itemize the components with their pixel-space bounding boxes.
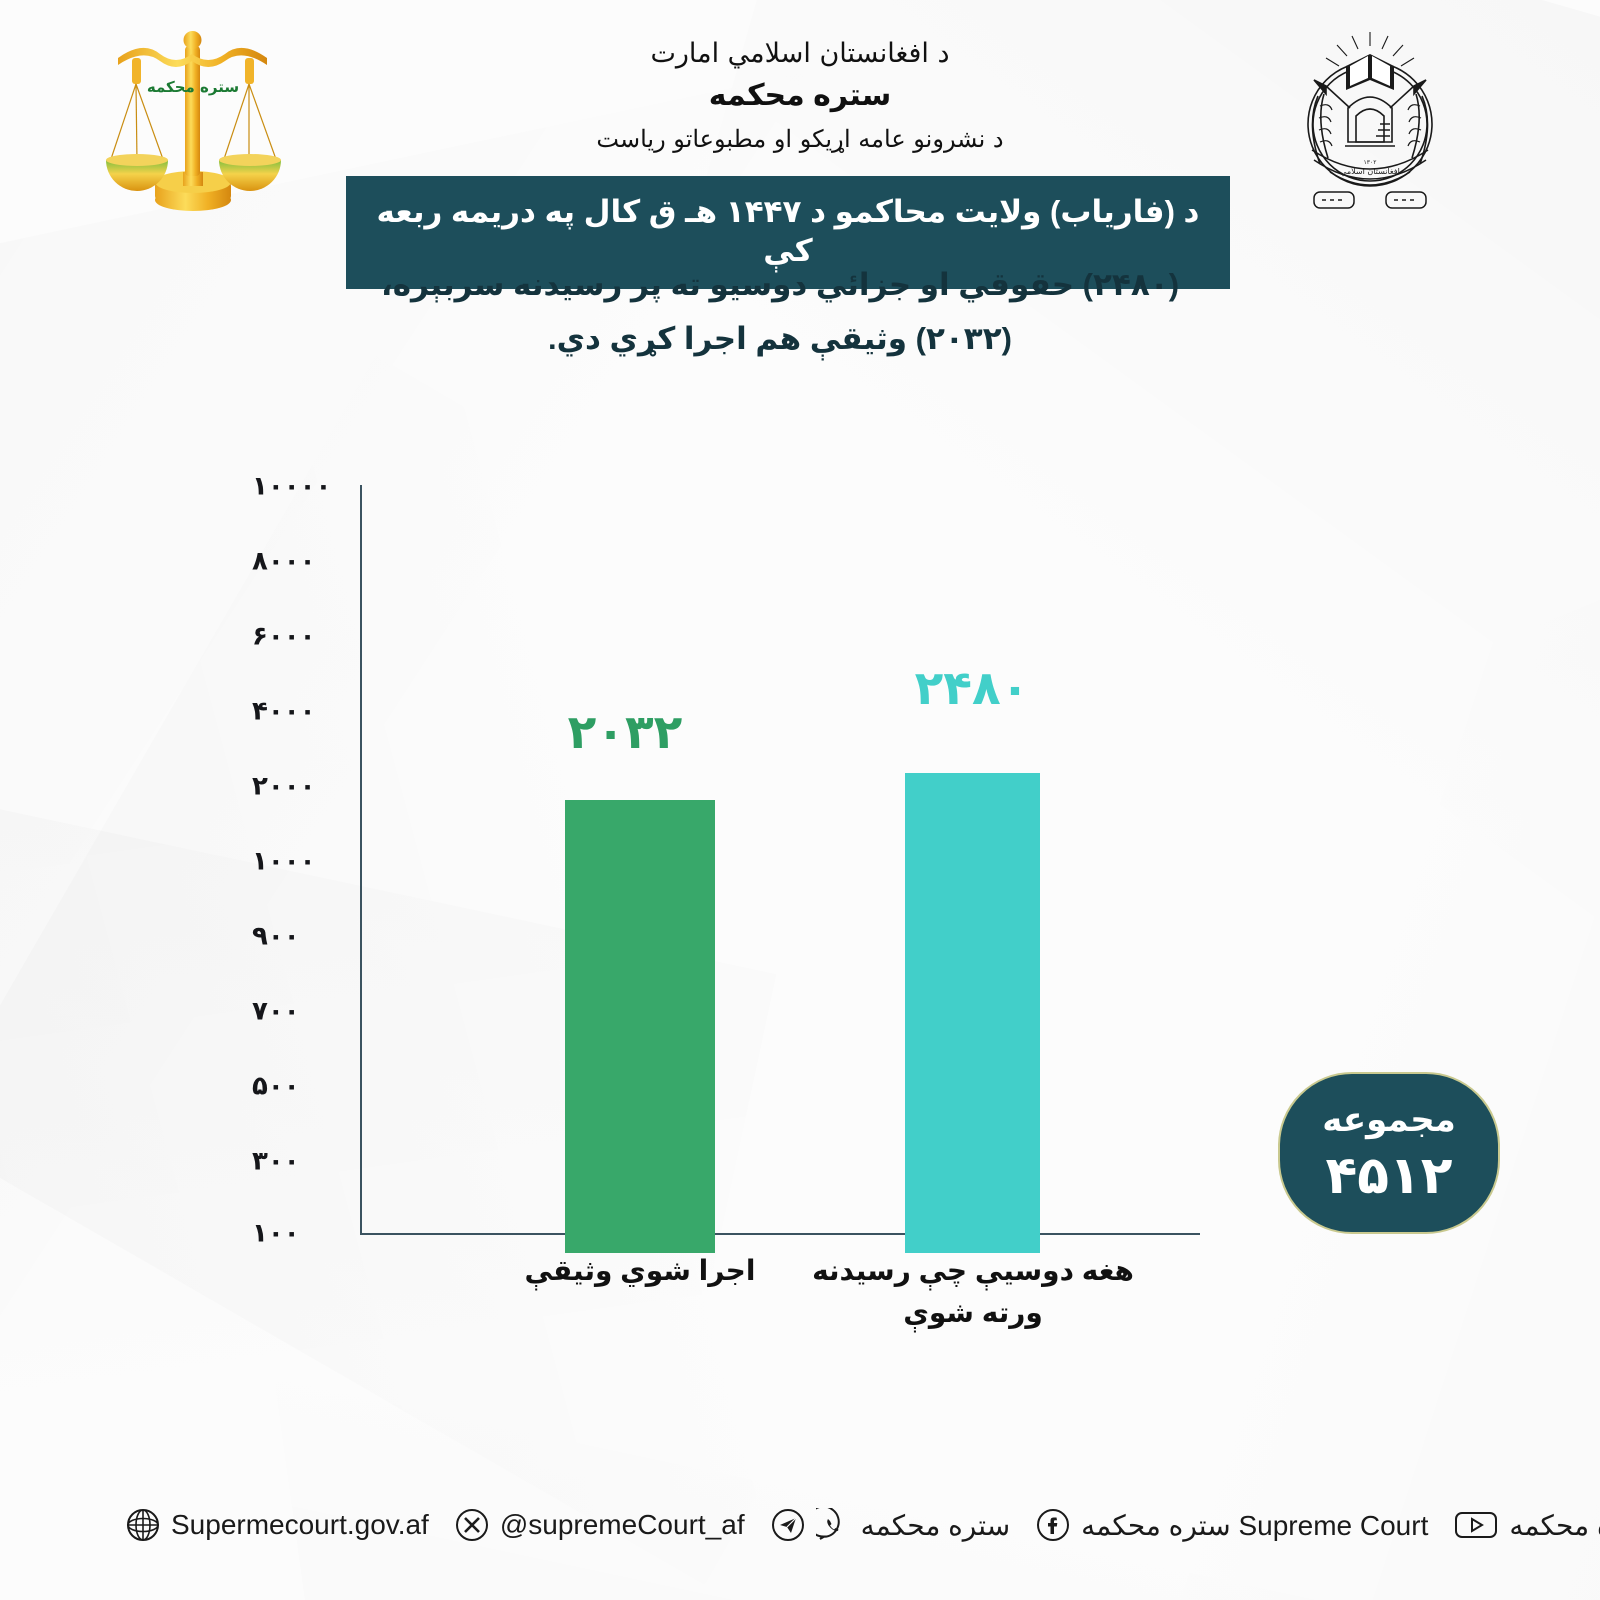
footer-item-facebook[interactable]: ستره محکمه Supreme Court	[1036, 1508, 1428, 1542]
bar-series-1	[565, 800, 715, 1253]
total-badge: مجموعه ۴۵۱۲	[1278, 1072, 1500, 1234]
footer-item-twitter[interactable]: @supremeCourt_af	[455, 1508, 745, 1542]
header-line-country: د افغانستان اسلامي امارت	[650, 38, 950, 69]
youtube-icon	[1455, 1512, 1498, 1538]
y-axis-tick-label: ۱۰۰۰۰	[252, 470, 332, 501]
bar-value-label-2: ۲۴۸۰	[914, 661, 1030, 714]
scales-of-justice-logo: ستره محکمه	[106, 31, 281, 211]
y-axis-tick-label: ۸۰۰۰	[252, 545, 316, 576]
title-banner: د (فاریاب) ولایت محاکمو د ۱۴۴۷ هـ ق کال …	[346, 176, 1230, 289]
svg-text:افغانستان اسلامي: افغانستان اسلامي	[1340, 167, 1400, 176]
y-axis-tick-label: ۳۰۰	[252, 1145, 300, 1176]
total-badge-value: ۴۵۱۲	[1325, 1147, 1453, 1205]
y-axis-tick-label: ۱۰۰	[252, 1217, 300, 1248]
organization-header: د افغانستان اسلامي امارت ستره محکمه د نش…	[0, 40, 1600, 151]
footer-facebook-text: ستره محکمه Supreme Court	[1081, 1509, 1429, 1541]
x-axis-category-label-2: هغه دوسیې چې رسیدنه ورته شوې	[812, 1255, 1134, 1328]
y-axis-tick-label: ۷۰۰	[252, 995, 300, 1026]
footer-messaging-text: ستره محکمه	[860, 1509, 1011, 1541]
telegram-icon	[771, 1509, 804, 1541]
bar-value-label-1: ۲۰۳۲	[567, 705, 683, 758]
footer-website-text: Supermecourt.gov.af	[171, 1509, 429, 1540]
y-axis-line	[360, 485, 362, 1233]
header-line-court: ستره محکمه	[708, 79, 892, 112]
facebook-icon	[1037, 1509, 1070, 1541]
afghanistan-emblem: افغانستان اسلامي ۱۳۰۲	[1307, 32, 1433, 209]
x-axis-category-label-1: اجرا شوي وثیقې	[524, 1255, 756, 1286]
x-twitter-icon	[455, 1509, 488, 1541]
footer-social-bar: Supermecourt.gov.af @supremeCourt_af ستر…	[0, 1494, 1600, 1556]
total-badge-label: مجموعه	[1322, 1101, 1456, 1139]
whatsapp-icon	[815, 1508, 840, 1540]
footer-youtube-text: ستره محکمه Supreme Court	[1509, 1509, 1600, 1541]
header-line-department: د نشرونو عامه اړیکو او مطبوعاتو ریاست	[596, 125, 1004, 153]
footer-item-youtube[interactable]: ستره محکمه Supreme Court	[1454, 1509, 1600, 1542]
footer-item-website[interactable]: Supermecourt.gov.af	[126, 1508, 429, 1542]
bar-series-2	[905, 773, 1040, 1253]
y-axis-tick-label: ۹۰۰	[252, 920, 300, 951]
footer-item-messaging[interactable]: ستره محکمه	[771, 1508, 1011, 1542]
y-axis-tick-label: ۶۰۰۰	[252, 620, 316, 651]
globe-icon	[127, 1509, 159, 1541]
title-subtitle: (۲۴۸۰) حقوقي او جزائي دوسیو ته پر رسیدنه…	[380, 267, 1180, 357]
svg-text:۱۳۰۲: ۱۳۰۲	[1364, 159, 1377, 166]
x-axis-line	[360, 1233, 1200, 1235]
y-axis-tick-label: ۱۰۰۰	[252, 845, 316, 876]
y-axis-tick-label: ۲۰۰۰	[252, 770, 316, 801]
footer-twitter-text: @supremeCourt_af	[499, 1509, 745, 1540]
y-axis-tick-label: ۵۰۰	[252, 1070, 300, 1101]
bar-chart: ۱۰۰۰۰ ۸۰۰۰ ۶۰۰۰ ۴۰۰۰ ۲۰۰۰ ۱۰۰۰ ۹۰۰ ۷۰۰ ۵…	[250, 450, 1250, 1328]
y-axis-tick-label: ۴۰۰۰	[252, 695, 316, 726]
scales-logo-caption: ستره محکمه	[147, 78, 239, 96]
